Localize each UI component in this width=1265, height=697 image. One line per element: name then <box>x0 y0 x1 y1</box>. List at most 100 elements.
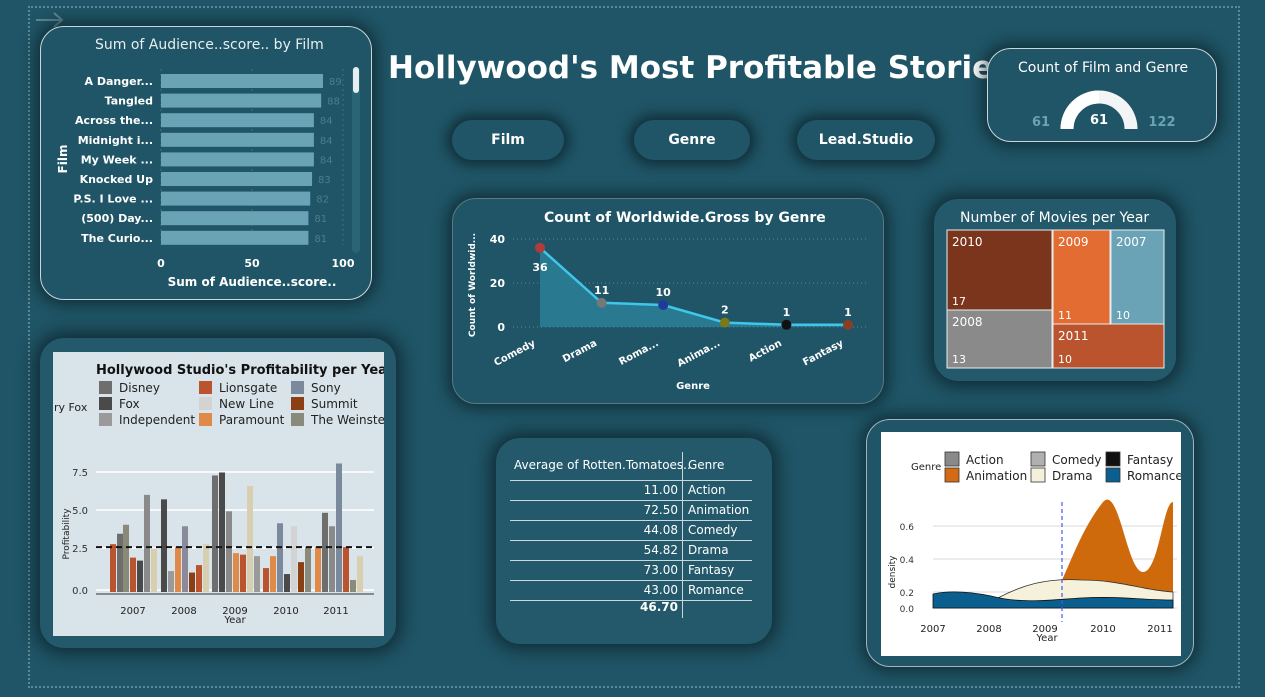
bar-7 <box>161 211 309 226</box>
studio-legend-swatch <box>291 381 304 394</box>
density-legend-label: Action <box>966 453 1004 467</box>
table-row: 43.00 Romance <box>510 580 752 601</box>
studio-chart-title: Hollywood Studio's Profitability per Yea… <box>96 363 384 378</box>
bar-chart-plot: A Danger... 89 Tangled 88 Across the... 84 Mid… <box>56 67 360 289</box>
bar-category-label: Across the... <box>75 114 153 127</box>
line-x-tick: Fantasy <box>801 338 846 369</box>
studio-x-tick: 2009 <box>222 606 247 617</box>
line-x-tick: Action <box>747 338 784 365</box>
lead-studio-slicer-button[interactable]: Lead.Studio <box>797 120 935 160</box>
studio-bar-19 <box>247 485 253 592</box>
studio-bar-31 <box>336 463 342 592</box>
bar-value-label: 88 <box>327 97 340 108</box>
table-cell-genre: Romance <box>688 583 744 597</box>
line-x-tick: Comedy <box>492 338 537 369</box>
table-total: 46.70 <box>640 600 678 614</box>
studio-y-tick: 5.0 <box>72 506 88 517</box>
studio-bar-28 <box>315 547 321 592</box>
bar-6 <box>161 191 311 206</box>
studio-legend-swatch <box>199 413 212 426</box>
treemap-plot: 2010 17 2009 11 2007 10 2008 13 2011 10 <box>946 229 1165 369</box>
studio-bar-4 <box>137 560 143 592</box>
studio-y-tick: 0.0 <box>72 586 88 597</box>
worldwide-gross-line-chart[interactable]: Count of Worldwide.Gross by Genre 40 20 0 3… <box>452 198 884 404</box>
bar-value-label: 83 <box>318 175 331 186</box>
rotten-tomatoes-table-card[interactable]: Average of Rotten.Tomatoes.. Genre 11.00… <box>496 438 772 644</box>
movies-per-year-treemap[interactable]: Number of Movies per Year 2010 17 2009 11 20… <box>934 199 1176 381</box>
studio-bar-27 <box>305 547 311 592</box>
density-x-axis-label: Year <box>1035 633 1058 644</box>
studio-legend-label: Lionsgate <box>219 381 277 395</box>
treemap-tile-count: 10 <box>1116 309 1130 322</box>
bar-category-label: Knocked Up <box>80 173 154 186</box>
studio-bar-6 <box>151 548 157 592</box>
bar-category-label: Midnight i... <box>78 134 153 147</box>
genre-slicer-button[interactable]: Genre <box>634 120 750 160</box>
studio-bar-17 <box>233 553 239 592</box>
line-data-label: 1 <box>844 306 852 319</box>
studio-bar-22 <box>270 556 276 592</box>
bar-y-axis-label: Film <box>56 145 70 174</box>
bar-category-label: A Danger... <box>85 75 153 88</box>
studio-y-tick: 7.5 <box>72 468 88 479</box>
line-y-tick: 0 <box>497 321 505 334</box>
line-data-label: 11 <box>594 284 609 297</box>
bar-value-label: 81 <box>314 234 327 245</box>
studio-legend-swatch <box>99 381 112 394</box>
density-legend-swatch <box>944 467 960 483</box>
line-chart-plot: 40 20 0 36 Comedy 11 Drama 10 Roma... 2 Anima... 1 A… <box>468 233 869 392</box>
treemap-tile-year: 2009 <box>1058 235 1089 249</box>
table-cell-value: 11.00 <box>643 483 678 497</box>
density-legend-swatch <box>1105 451 1121 467</box>
line-x-tick: Roma... <box>617 338 660 368</box>
treemap-title: Number of Movies per Year <box>960 210 1150 226</box>
bar-0 <box>161 74 323 88</box>
density-x-tick: 2008 <box>976 624 1001 635</box>
studio-chart-plot: Hollywood Studio's Profitability per Yea… <box>53 363 384 626</box>
bar-category-label: My Week ... <box>81 153 153 166</box>
bar-value-label: 82 <box>316 195 329 206</box>
page-title: Hollywood's Most Profitable Stories <box>388 50 1012 86</box>
density-y-tick: 0.4 <box>900 556 915 566</box>
studio-bar-34 <box>357 556 363 592</box>
studio-profitability-card[interactable]: Hollywood Studio's Profitability per Yea… <box>40 338 396 648</box>
table-cell-value: 73.00 <box>643 563 678 577</box>
studio-x-axis-label: Year <box>223 615 246 626</box>
studio-bar-16 <box>226 511 232 592</box>
studio-legend-swatch <box>199 381 212 394</box>
count-gauge-card[interactable]: Count of Film and Genre 61 61 122 <box>987 48 1217 142</box>
treemap-tile-count: 17 <box>952 295 966 308</box>
studio-legend-label: Sony <box>311 381 341 395</box>
studio-y-axis-label: Profitability <box>62 508 72 560</box>
treemap-tile-count: 11 <box>1058 309 1072 322</box>
line-chart-title: Count of Worldwide.Gross by Genre <box>544 210 826 226</box>
density-x-tick: 2007 <box>920 624 945 635</box>
line-area-fill <box>540 247 848 327</box>
density-legend-swatch <box>1105 467 1121 483</box>
table-header-genre: Genre <box>688 458 725 472</box>
line-data-label: 36 <box>532 261 548 274</box>
studio-legend-label: Disney <box>119 381 160 395</box>
right-arrow-icon[interactable] <box>34 10 66 30</box>
bar-value-label: 84 <box>320 116 333 127</box>
line-point-5 <box>843 319 853 330</box>
studio-y-tick: 2.5 <box>72 544 88 555</box>
line-point-4 <box>781 319 792 330</box>
line-x-tick: Drama <box>561 338 599 365</box>
line-point-1 <box>596 297 607 308</box>
studio-bar-13 <box>203 544 209 592</box>
bar-scrollbar-thumb <box>353 67 359 93</box>
studio-bar-29 <box>322 512 328 592</box>
table-row: 73.00 Fantasy <box>510 560 752 581</box>
bar-chart-title: Sum of Audience..score.. by Film <box>95 37 324 53</box>
treemap-tile-count: 13 <box>952 353 966 366</box>
line-data-label: 10 <box>656 286 672 299</box>
treemap-tile-2009 <box>1052 229 1111 325</box>
table-cell-value: 43.00 <box>643 583 678 597</box>
film-slicer-button[interactable]: Film <box>452 120 564 160</box>
audience-score-bar-chart[interactable]: Sum of Audience..score.. by Film A Dange… <box>40 26 372 300</box>
line-data-label: 2 <box>721 304 729 317</box>
studio-legend-label: Fox <box>119 397 140 411</box>
rotten-tomatoes-table: Average of Rotten.Tomatoes.. Genre 11.00… <box>510 452 752 632</box>
genre-density-card[interactable]: Genre Action Comedy Fantasy Animation Drama Ro… <box>866 419 1194 667</box>
